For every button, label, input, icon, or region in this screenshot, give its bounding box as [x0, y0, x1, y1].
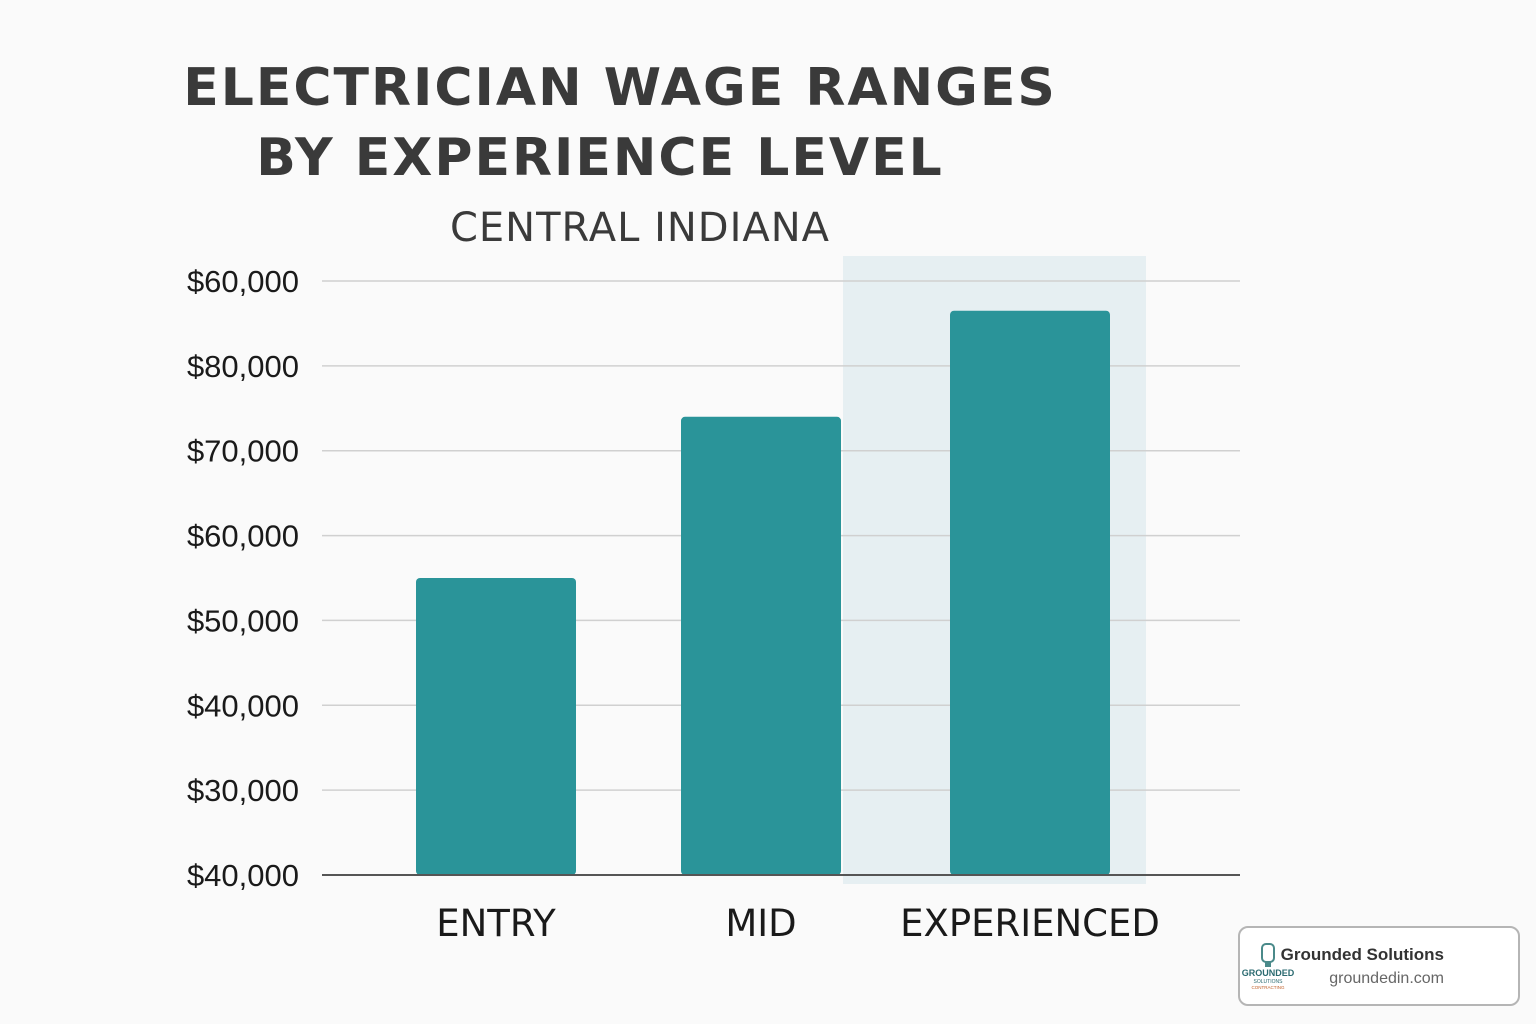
x-tick-label: MID	[725, 902, 796, 945]
y-tick-label: $60,000	[187, 264, 299, 299]
grounded-logo-icon: GROUNDED SOLUTIONS CONTRACTING	[1242, 943, 1295, 990]
brand-badge[interactable]: Grounded Solutions groundedin.com GROUND…	[1238, 926, 1520, 1006]
chart-title-line-2: BY EXPERIENCE LEVEL	[256, 128, 944, 188]
brand-url[interactable]: groundedin.com	[1329, 970, 1444, 987]
y-tick-label: $50,000	[187, 603, 299, 638]
bar-experienced	[950, 310, 1110, 875]
y-tick-label: $60,000	[187, 519, 299, 554]
bar-mid	[681, 416, 841, 875]
y-tick-label: $40,000	[187, 688, 299, 723]
svg-text:SOLUTIONS: SOLUTIONS	[1254, 979, 1284, 985]
x-tick-label: EXPERIENCED	[900, 902, 1160, 945]
x-tick-label: ENTRY	[436, 902, 556, 945]
y-tick-label: $30,000	[187, 773, 299, 808]
chart-title-line-1: ELECTRICIAN WAGE RANGES	[183, 58, 1057, 118]
svg-text:CONTRACTING: CONTRACTING	[1252, 985, 1285, 990]
brand-name: Grounded Solutions	[1280, 945, 1444, 964]
bar-entry	[416, 578, 576, 875]
svg-text:GROUNDED: GROUNDED	[1242, 968, 1295, 978]
y-tick-label: $70,000	[187, 434, 299, 469]
y-tick-label: $40,000	[187, 858, 299, 893]
y-tick-label: $80,000	[187, 349, 299, 384]
chart-subtitle: CENTRAL INDIANA	[449, 205, 831, 251]
